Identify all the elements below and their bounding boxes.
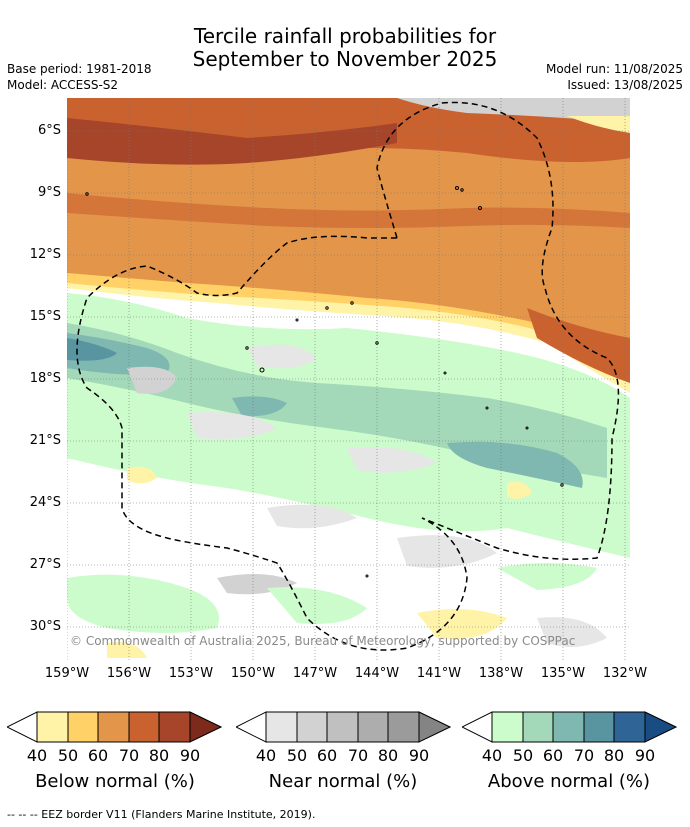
lon-label: 144°W: [354, 666, 400, 681]
lon-label: 156°W: [106, 666, 152, 681]
below-normal-colorbar: [7, 711, 222, 743]
colorbar-tick: 50: [57, 746, 79, 765]
lat-label: 30°S: [29, 619, 61, 634]
colorbar-tick: 60: [316, 746, 338, 765]
above-normal-60-central: [232, 396, 287, 417]
colorbar-tick: 40: [481, 746, 503, 765]
below-normal-80-band: [67, 118, 397, 165]
colorbar-tick: 90: [179, 746, 201, 765]
below-normal-40-fringe: [67, 283, 630, 393]
above-normal-legend-title: Above normal (%): [487, 771, 651, 792]
colorbar-tick: 60: [87, 746, 109, 765]
above-normal-60-east: [447, 441, 583, 488]
below-normal-legend-title: Below normal (%): [35, 771, 195, 792]
lat-label: 12°S: [29, 247, 61, 262]
map-title-line1: Tercile rainfall probabilities for: [193, 24, 497, 48]
near-normal-patch-5: [267, 504, 357, 529]
colorbar-tick: 70: [118, 746, 140, 765]
above-normal-south-3: [497, 563, 597, 590]
lon-label: 147°W: [292, 666, 338, 681]
near-normal-patch-6: [397, 535, 497, 568]
lon-label: 141°W: [416, 666, 462, 681]
above-normal-50-region: [67, 323, 607, 478]
colorbar-tick: 50: [512, 746, 534, 765]
below-normal-40-north-east: [567, 116, 630, 133]
eez-border-note: -- -- -- EEZ border V11 (Flanders Marine…: [7, 808, 316, 821]
lon-label: 135°W: [540, 666, 586, 681]
near-normal-patch-1: [127, 366, 177, 394]
below-normal-40-patch-4: [107, 642, 147, 658]
below-normal-40-patch-2: [507, 481, 532, 499]
near-normal-patch-7: [537, 617, 607, 647]
lon-label: 150°W: [230, 666, 276, 681]
below-normal-40-patch-1: [127, 466, 157, 484]
colorbar-tick: 40: [26, 746, 48, 765]
below-normal-40-patch-3: [417, 609, 507, 639]
colorbar-tick: 70: [347, 746, 369, 765]
model-run: Model run: 11/08/2025: [545, 62, 683, 76]
colorbar-tick: 80: [603, 746, 625, 765]
lat-label: 9°S: [37, 185, 61, 200]
near-normal-patch-3: [187, 412, 277, 440]
copyright-notice: © Commonwealth of Australia 2025, Bureau…: [70, 634, 576, 648]
near-normal-patch-4: [347, 447, 437, 473]
lon-label: 159°W: [44, 666, 90, 681]
lat-label: 27°S: [29, 557, 61, 572]
near-normal-legend-title: Near normal (%): [268, 771, 418, 792]
colorbar-tick: 90: [634, 746, 656, 765]
colorbar-tick: 50: [286, 746, 308, 765]
colorbar-tick: 90: [408, 746, 430, 765]
above-normal-south-2: [267, 587, 367, 624]
map-grid: [67, 98, 630, 662]
lon-label: 153°W: [168, 666, 214, 681]
near-normal-patch-2: [247, 344, 317, 369]
lon-label: 132°W: [602, 666, 648, 681]
map-title-line2: September to November 2025: [192, 47, 498, 71]
colorbar-tick: 40: [255, 746, 277, 765]
lon-label: 138°W: [478, 666, 524, 681]
colorbar-tick: 70: [573, 746, 595, 765]
lat-label: 6°S: [37, 123, 61, 138]
above-normal-south-1: [67, 574, 219, 633]
above-normal-70-west: [67, 338, 117, 361]
issued-date: Issued: 13/08/2025: [567, 78, 683, 92]
below-normal-70-band-south: [67, 193, 630, 228]
lat-label: 21°S: [29, 433, 61, 448]
eez-border: [76, 101, 620, 651]
lat-label: 24°S: [29, 495, 61, 510]
probability-map: [67, 98, 630, 662]
below-normal-70-east: [527, 308, 630, 383]
above-normal-colorbar: [462, 711, 677, 743]
above-normal-60-west: [67, 333, 170, 375]
lat-label: 15°S: [29, 309, 61, 324]
near-normal-colorbar: [236, 711, 451, 743]
model-name: Model: ACCESS-S2: [7, 78, 119, 92]
lat-label: 18°S: [29, 371, 61, 386]
base-period: Base period: 1981-2018: [7, 62, 152, 76]
colorbar-tick: 80: [377, 746, 399, 765]
colorbar-tick: 60: [542, 746, 564, 765]
islands: [85, 186, 564, 578]
colorbar-tick: 80: [148, 746, 170, 765]
